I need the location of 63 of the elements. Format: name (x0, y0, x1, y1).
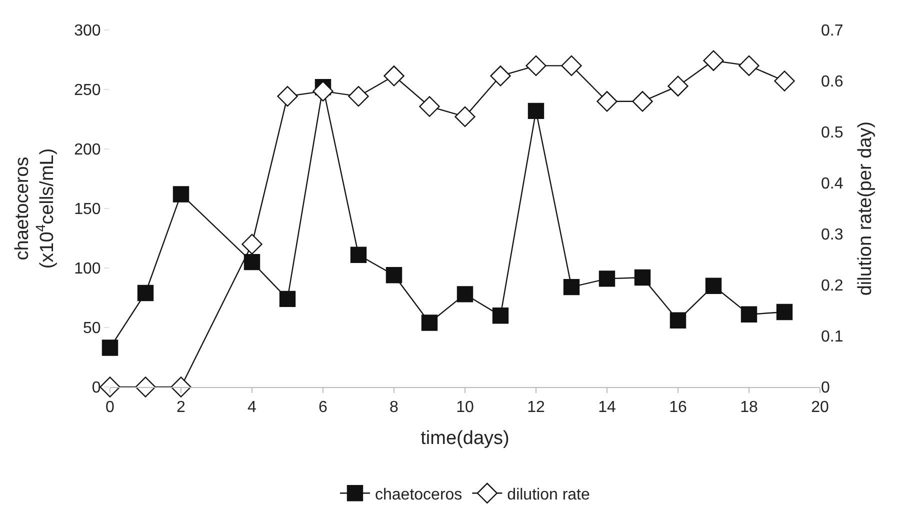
y2-tick-label: 0.7 (821, 22, 844, 40)
y2-tick-label: 0.3 (821, 226, 844, 244)
point (492, 308, 509, 324)
point (598, 270, 616, 287)
x-tick-label: 6 (318, 399, 328, 416)
y2-tick-label: 0.6 (821, 74, 844, 91)
y2-tick-label: 0.1 (821, 328, 844, 346)
y-tick-label: 50 (83, 320, 101, 338)
y2-axis-title: dilution rate(per day) (855, 121, 876, 296)
point (561, 55, 582, 76)
point (137, 284, 154, 302)
point (421, 314, 438, 331)
point (703, 50, 724, 71)
point (384, 66, 404, 86)
point (526, 55, 546, 76)
y2-tick-label: 0.5 (821, 124, 844, 142)
point (172, 186, 190, 202)
point (632, 91, 653, 112)
point (348, 86, 369, 107)
x-axis-title: time(days) (420, 428, 510, 449)
y-tick-label: 300 (74, 22, 101, 40)
point (350, 246, 367, 264)
point (634, 269, 651, 286)
y-tick-label: 250 (74, 82, 101, 100)
x-tick-label: 16 (669, 399, 687, 416)
point (668, 76, 688, 96)
point (419, 96, 440, 117)
x-tick-label: 2 (176, 399, 186, 416)
point (740, 306, 758, 323)
point (776, 304, 793, 320)
point (738, 55, 760, 76)
point (277, 86, 298, 107)
x-tick-label: 10 (456, 399, 474, 416)
point (528, 102, 544, 120)
y-tick-label: 150 (74, 201, 101, 218)
x-tick-label: 0 (106, 399, 115, 416)
y-tick-label: 100 (74, 260, 101, 278)
x-tick-label: 20 (811, 399, 829, 416)
y2-tick-label: 0 (821, 380, 830, 397)
y-tick-label: 200 (74, 142, 101, 159)
point (490, 66, 511, 86)
y-tick-label: 0 (92, 380, 101, 397)
point (244, 254, 260, 270)
point (596, 91, 618, 112)
point (102, 340, 118, 356)
x-tick-label: 12 (527, 399, 545, 416)
y2-tick-label: 0.4 (821, 176, 844, 193)
y2-tick-label: 0.2 (821, 278, 844, 295)
x-tick-label: 18 (740, 399, 758, 416)
point (242, 234, 262, 255)
legend-label: dilution rate (507, 486, 590, 504)
point (563, 278, 580, 296)
x-tick-label: 4 (248, 399, 257, 416)
point (454, 106, 476, 128)
point (386, 267, 402, 284)
point (705, 278, 722, 294)
point (670, 312, 686, 328)
x-tick-label: 14 (598, 399, 616, 416)
point (312, 80, 334, 102)
legend-label: chaetoceros (375, 486, 462, 504)
point (279, 290, 296, 308)
point (456, 286, 474, 302)
x-tick-label: 8 (390, 399, 399, 416)
